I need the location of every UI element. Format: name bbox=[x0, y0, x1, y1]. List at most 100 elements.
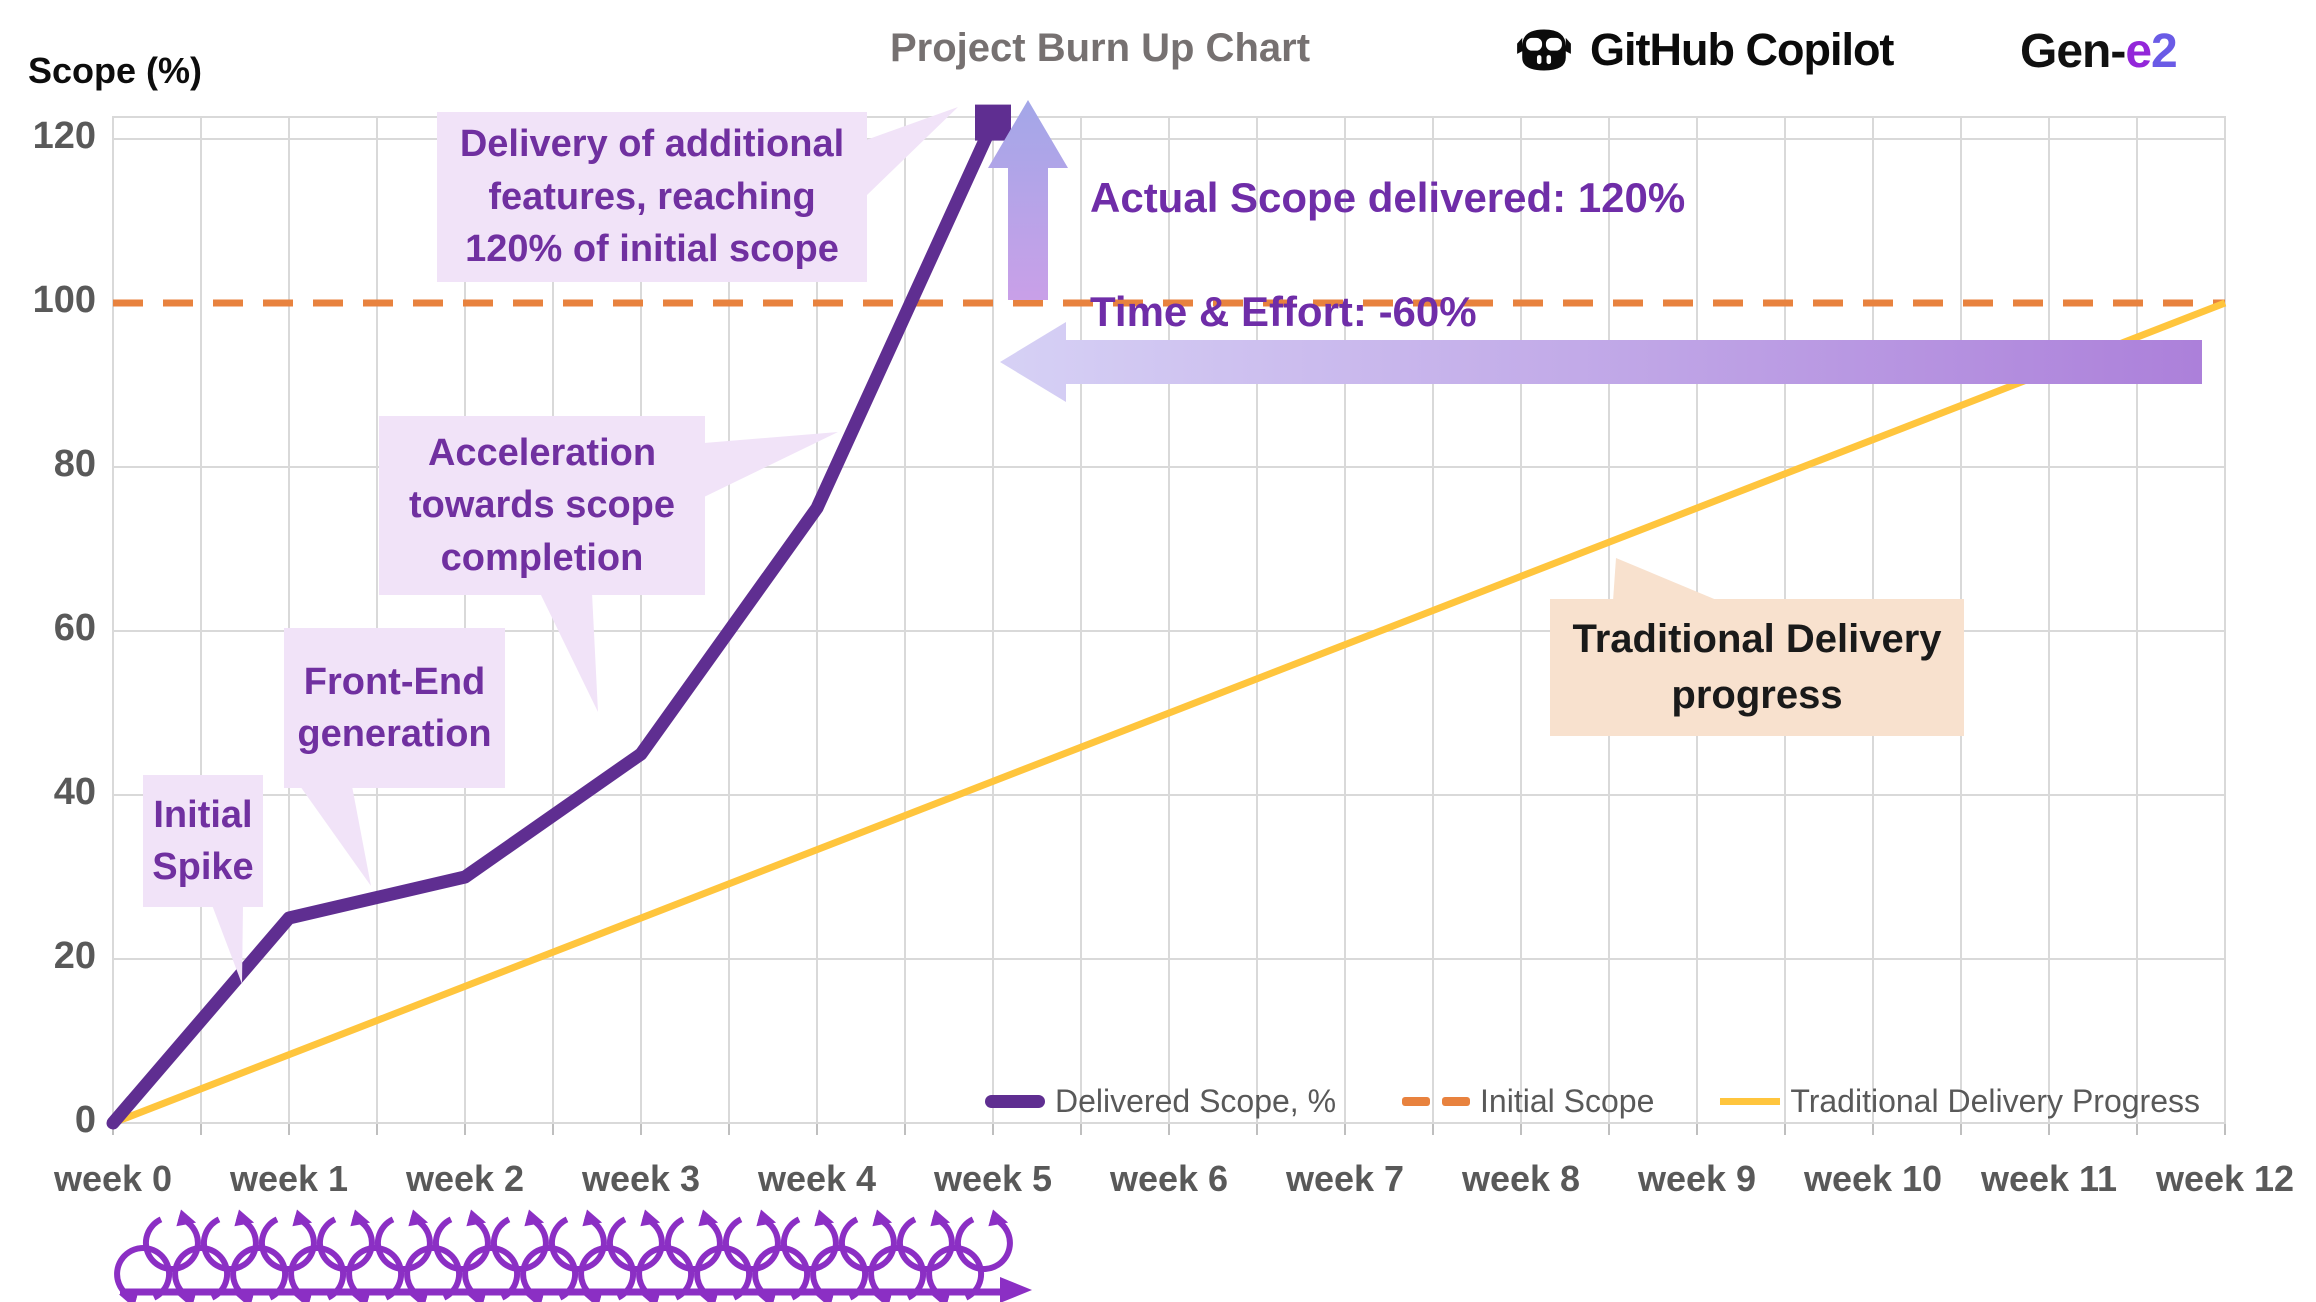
gen-e2-prefix: Gen- bbox=[2020, 25, 2126, 78]
loop-arc bbox=[404, 1245, 463, 1302]
delivered-scope-end-marker bbox=[975, 104, 1011, 141]
loop-arc bbox=[810, 1245, 869, 1302]
x-axis-label: week 6 bbox=[1109, 1158, 1229, 1199]
scope-delivered-up-arrow bbox=[988, 100, 1068, 300]
loop-arc bbox=[722, 1215, 781, 1272]
copilot-icon bbox=[1517, 29, 1571, 71]
y-axis-label: 80 bbox=[53, 443, 96, 485]
loop-arc bbox=[462, 1245, 521, 1302]
initial-spike-callout-tail bbox=[212, 905, 243, 984]
loop-arc bbox=[664, 1215, 723, 1272]
loop-arc bbox=[346, 1245, 405, 1302]
iteration-loop-icon bbox=[374, 1209, 433, 1272]
loop-arrowhead bbox=[988, 1209, 1009, 1227]
timeline-arrow-head bbox=[1000, 1277, 1032, 1302]
legend-item-traditional: Traditional Delivery Progress bbox=[1720, 1083, 2200, 1120]
y-axis-label: 60 bbox=[53, 607, 96, 649]
iteration-loop-icon bbox=[432, 1209, 491, 1272]
gen-e2-e: e bbox=[2125, 25, 2152, 78]
legend-item-delivered-scope: Delivered Scope, % bbox=[985, 1083, 1336, 1120]
traditional-progress-line bbox=[111, 299, 2227, 1127]
x-axis-label: week 9 bbox=[1637, 1158, 1757, 1199]
x-axis-label: week 3 bbox=[581, 1158, 701, 1199]
y-axis-label: 0 bbox=[74, 1099, 96, 1141]
loop-arrowhead bbox=[814, 1209, 835, 1227]
plot-border bbox=[112, 116, 2226, 1124]
loop-arc bbox=[578, 1245, 637, 1302]
x-axis-label: week 7 bbox=[1285, 1158, 1405, 1199]
x-axis-label: week 12 bbox=[2155, 1158, 2295, 1199]
x-axis-label: week 10 bbox=[1803, 1158, 1943, 1199]
iteration-loop-icon bbox=[606, 1209, 665, 1272]
loop-arc bbox=[316, 1215, 375, 1272]
loop-arc bbox=[288, 1245, 347, 1302]
loop-arc bbox=[636, 1245, 695, 1302]
loop-arrowhead bbox=[756, 1209, 777, 1227]
iteration-loop-icon bbox=[954, 1209, 1013, 1272]
loop-arrowhead bbox=[234, 1209, 255, 1227]
y-axis-label: 120 bbox=[32, 115, 96, 157]
loop-arc bbox=[752, 1245, 811, 1302]
chart-legend: Delivered Scope, % Initial Scope Traditi… bbox=[985, 1078, 2200, 1124]
y-axis-label: 20 bbox=[53, 935, 96, 977]
loop-arc bbox=[896, 1215, 955, 1272]
iteration-loop-icon bbox=[664, 1209, 723, 1272]
traditional-callout: Traditional Delivery progress bbox=[1550, 599, 1964, 736]
loop-arc bbox=[114, 1245, 173, 1302]
x-axis-label: week 4 bbox=[757, 1158, 877, 1199]
loop-arc bbox=[490, 1215, 549, 1272]
github-copilot-logo: GitHub Copilot bbox=[1512, 18, 1894, 82]
loop-arrowhead bbox=[930, 1209, 951, 1227]
frontend-callout-tail bbox=[300, 786, 371, 886]
legend-label: Delivered Scope, % bbox=[1055, 1082, 1337, 1119]
loop-arrowhead bbox=[524, 1209, 545, 1227]
loop-arrowhead bbox=[176, 1209, 197, 1227]
loop-arrowhead bbox=[582, 1209, 603, 1227]
copilot-wordmark: GitHub Copilot bbox=[1590, 24, 1894, 75]
x-axis-label: week 5 bbox=[933, 1158, 1053, 1199]
acceleration-callout-tail-lower bbox=[540, 593, 598, 712]
loop-arrowhead bbox=[872, 1209, 893, 1227]
loop-arrowhead bbox=[466, 1209, 487, 1227]
x-axis-label: week 0 bbox=[53, 1158, 173, 1199]
page-title: Project Burn Up Chart bbox=[889, 26, 1311, 70]
y-axis-label: 40 bbox=[53, 771, 96, 813]
iteration-loop-icon bbox=[200, 1209, 259, 1272]
gen-e2-two: 2 bbox=[2151, 25, 2178, 78]
loop-arc bbox=[868, 1245, 927, 1302]
iteration-loop-icon bbox=[490, 1209, 549, 1272]
x-axis-label: week 2 bbox=[405, 1158, 525, 1199]
loop-arc bbox=[954, 1215, 1013, 1272]
data-series bbox=[106, 104, 2227, 1130]
frontend-callout: Front-End generation bbox=[284, 628, 505, 788]
loop-arrowhead bbox=[292, 1209, 313, 1227]
traditional-callout-tail bbox=[1613, 558, 1719, 601]
initial-spike-callout: Initial Spike bbox=[143, 775, 263, 907]
x-axis-label: week 8 bbox=[1461, 1158, 1581, 1199]
iteration-loops bbox=[114, 1209, 1013, 1302]
loop-arc bbox=[172, 1245, 231, 1302]
iteration-loop-icon bbox=[838, 1209, 897, 1272]
iteration-loop-icon bbox=[780, 1209, 839, 1272]
initial-scope-swatch bbox=[1402, 1096, 1471, 1106]
time-effort-label: Time & Effort: -60% bbox=[1090, 288, 1477, 335]
loop-arc bbox=[548, 1215, 607, 1272]
x-axis-label: week 1 bbox=[229, 1158, 349, 1199]
legend-label: Initial Scope bbox=[1480, 1082, 1655, 1119]
delivered-scope-swatch bbox=[985, 1094, 1045, 1108]
time-effort-left-arrow bbox=[1000, 322, 2202, 402]
loop-arc bbox=[838, 1215, 897, 1272]
loop-arc bbox=[142, 1215, 201, 1272]
delivered-scope-line bbox=[106, 116, 1000, 1130]
legend-item-initial-scope: Initial Scope bbox=[1402, 1083, 1654, 1120]
loop-arc bbox=[432, 1215, 491, 1272]
loop-arrowhead bbox=[408, 1209, 429, 1227]
delivery-callout-tail bbox=[866, 107, 958, 196]
iteration-loop-icon bbox=[316, 1209, 375, 1272]
iteration-loop-icon bbox=[548, 1209, 607, 1272]
loop-arc bbox=[926, 1245, 985, 1302]
acceleration-callout-tail-upper bbox=[704, 432, 838, 497]
iteration-loop-icon bbox=[722, 1209, 781, 1272]
